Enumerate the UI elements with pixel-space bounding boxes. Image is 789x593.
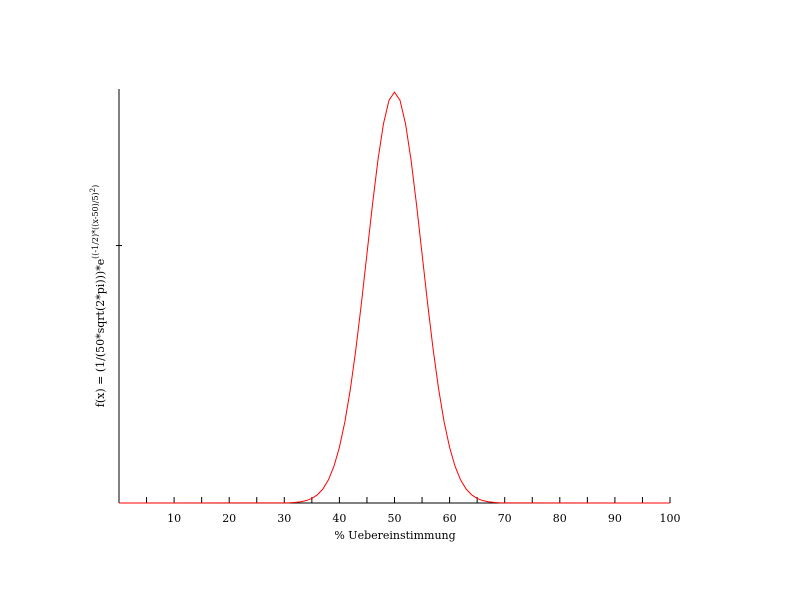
x-tick-label: 70 (498, 512, 512, 525)
x-tick-label: 30 (277, 512, 291, 525)
y-label-sup: ((-1/2)*((x-50)/5) (91, 192, 100, 258)
x-tick-label: 10 (167, 512, 181, 525)
y-label-sup2: 2 (89, 188, 97, 192)
x-tick-label: 80 (553, 512, 567, 525)
y-label-part: f(x) = (1/(50*sqrt(2*pi)))*e (94, 259, 107, 407)
x-tick-label: 60 (443, 512, 457, 525)
x-tick-label: 20 (222, 512, 236, 525)
x-tick-label: 40 (332, 512, 346, 525)
x-tick-label: 100 (660, 512, 681, 525)
y-axis-label: f(x) = (1/(50*sqrt(2*pi)))*e((-1/2)*((x-… (89, 185, 107, 408)
curve (118, 91, 671, 504)
x-tick-label: 50 (388, 512, 402, 525)
x-tick-label: 90 (608, 512, 622, 525)
x-axis-label: % Uebereinstimmung (334, 529, 455, 542)
y-label-sup-close: ) (91, 185, 100, 188)
